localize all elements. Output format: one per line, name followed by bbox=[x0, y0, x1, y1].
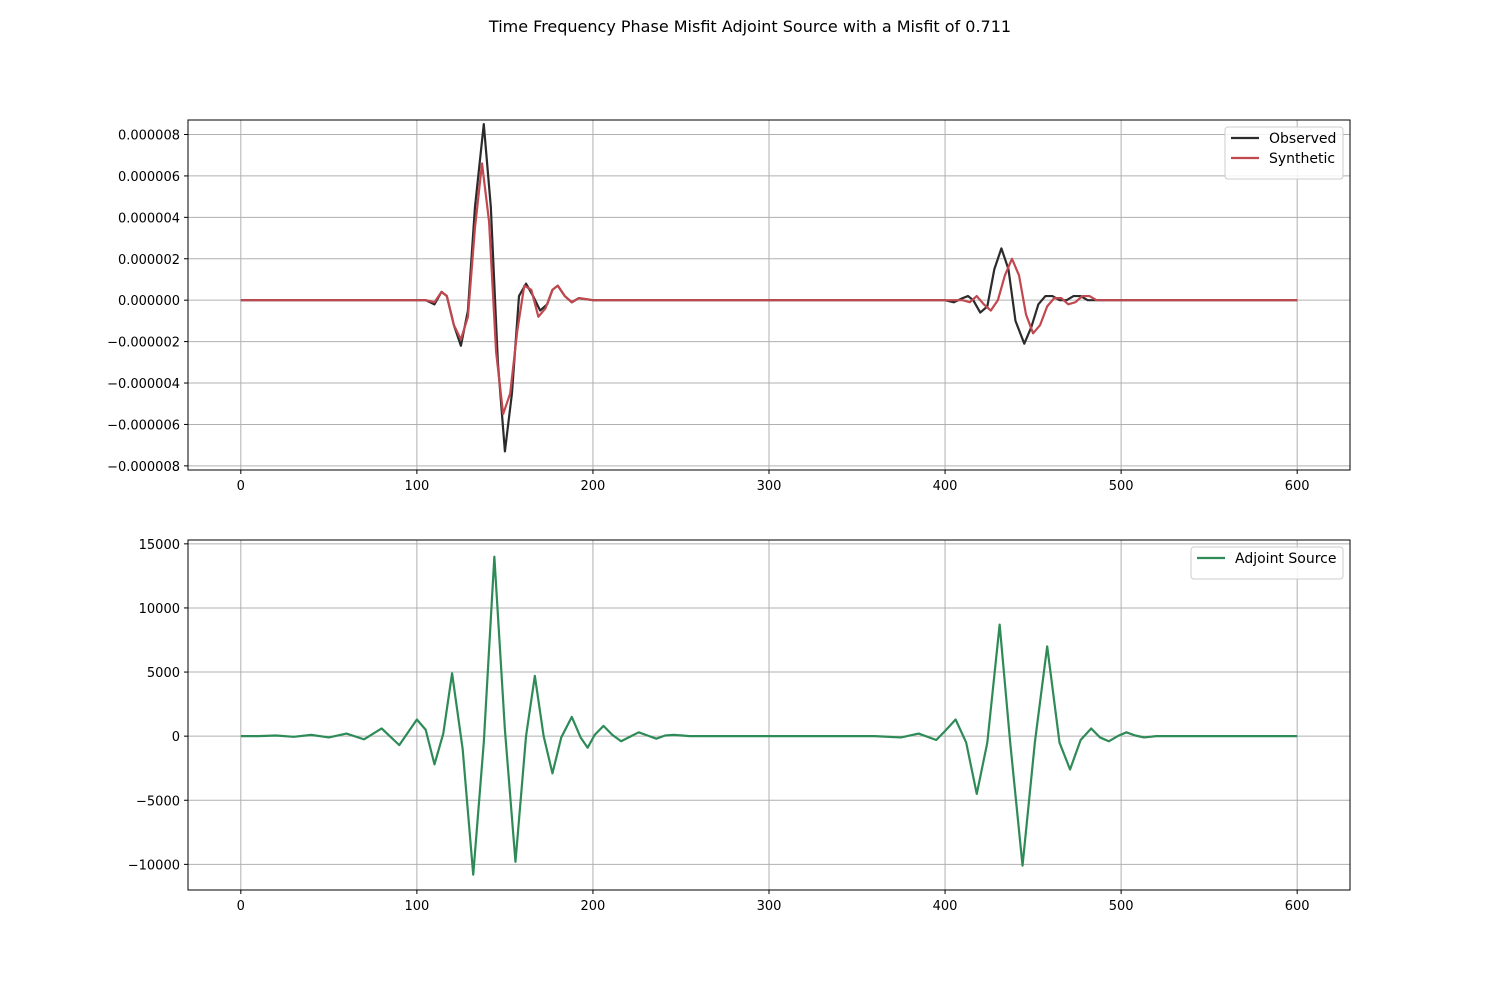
x-tick-label: 300 bbox=[757, 479, 782, 494]
x-tick-label: 400 bbox=[933, 899, 958, 914]
y-tick-label: 0.000004 bbox=[118, 211, 180, 226]
y-tick-label: −0.000004 bbox=[107, 377, 180, 392]
y-tick-label: −0.000006 bbox=[107, 418, 180, 433]
x-tick-label: 100 bbox=[404, 479, 429, 494]
y-tick-label: −5000 bbox=[136, 794, 180, 809]
x-tick-label: 100 bbox=[404, 899, 429, 914]
series-line-adjoint-source bbox=[240, 555, 1298, 876]
y-tick-label: 0.000006 bbox=[118, 170, 180, 185]
x-tick-label: 300 bbox=[757, 899, 782, 914]
y-tick-label: −0.000008 bbox=[107, 460, 180, 475]
x-tick-label: 500 bbox=[1109, 899, 1134, 914]
top-subplot-observed-synthetic: 0 100 200 300 400 500 600 0.000008 0.000006 0.000… bbox=[107, 119, 1351, 494]
legend: Observed Synthetic bbox=[1224, 126, 1344, 180]
x-tick-label: 600 bbox=[1285, 479, 1310, 494]
x-tick-label: 600 bbox=[1285, 899, 1310, 914]
y-tick-label: 10000 bbox=[139, 602, 180, 617]
x-tick-label: 400 bbox=[933, 479, 958, 494]
legend-label: Adjoint Source bbox=[1235, 551, 1336, 567]
legend-box bbox=[1190, 546, 1344, 580]
x-tick-label: 200 bbox=[581, 899, 606, 914]
x-tick-label: 200 bbox=[581, 479, 606, 494]
legend: Adjoint Source bbox=[1190, 546, 1344, 580]
series-line-synthetic bbox=[240, 162, 1298, 416]
y-tick-label: 5000 bbox=[147, 666, 180, 681]
legend-label: Synthetic bbox=[1269, 151, 1335, 167]
y-tick-label: 0.000000 bbox=[118, 294, 180, 309]
y-tick-label: 15000 bbox=[139, 538, 180, 553]
bottom-subplot-adjoint-source: 0 100 200 300 400 500 600 15000 10000 5000 0 −5000 −… bbox=[128, 538, 1351, 914]
x-tick-label: 0 bbox=[237, 899, 245, 914]
x-tick-label: 0 bbox=[237, 479, 245, 494]
x-tick-label: 500 bbox=[1109, 479, 1134, 494]
y-tick-label: 0.000008 bbox=[118, 128, 180, 143]
y-tick-label: 0.000002 bbox=[118, 253, 180, 268]
y-tick-label: −10000 bbox=[128, 858, 180, 873]
legend-box bbox=[1224, 126, 1344, 180]
y-tick-label: 0 bbox=[172, 730, 180, 745]
y-tick-label: −0.000002 bbox=[107, 336, 180, 351]
figure-title: Time Frequency Phase Misfit Adjoint Sour… bbox=[488, 17, 1011, 36]
legend-label: Observed bbox=[1269, 131, 1336, 147]
